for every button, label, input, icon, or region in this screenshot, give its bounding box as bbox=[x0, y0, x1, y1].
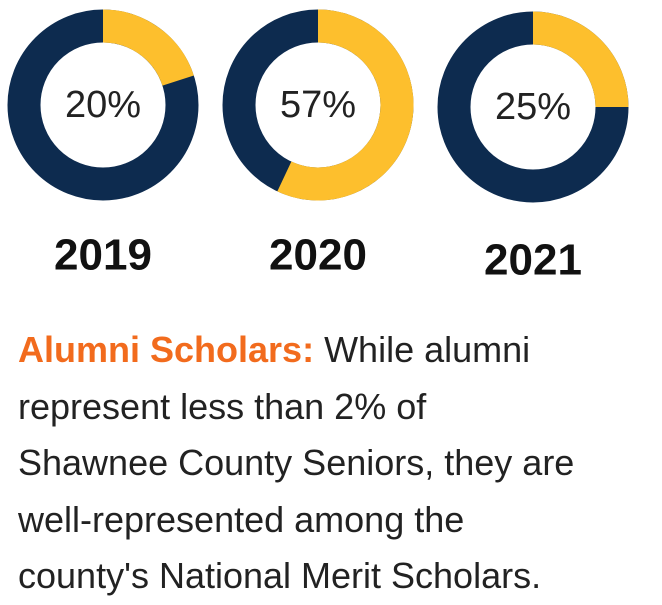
value-label: 57% bbox=[280, 84, 356, 126]
donut-charts: 20% 2019 57% 2020 25% 2021 bbox=[7, 9, 629, 285]
caption-line: well-represented among the bbox=[18, 492, 574, 549]
caption: Alumni Scholars: While alumni represent l… bbox=[18, 322, 574, 605]
caption-text: represent less than 2% of bbox=[18, 385, 427, 427]
caption-text: well-represented among the bbox=[18, 498, 465, 540]
caption-line: Alumni Scholars: While alumni bbox=[18, 322, 574, 379]
caption-line: county's National Merit Scholars. bbox=[18, 548, 574, 605]
caption-text: Shawnee County Seniors, they are bbox=[18, 442, 575, 483]
caption-line: Shawnee County Seniors, they are bbox=[18, 435, 574, 492]
year-label: 2019 bbox=[54, 231, 152, 280]
value-label: 20% bbox=[65, 84, 141, 126]
caption-lead: Alumni Scholars: bbox=[18, 329, 315, 370]
donut-segment bbox=[277, 9, 414, 201]
caption-text: county's National Merit Scholars. bbox=[18, 555, 542, 596]
caption-text: While alumni bbox=[324, 329, 531, 370]
donut-segment bbox=[102, 9, 194, 87]
caption-line: represent less than 2% of bbox=[18, 379, 574, 436]
year-label: 2021 bbox=[484, 236, 582, 285]
donut-segment bbox=[532, 11, 629, 108]
year-label: 2020 bbox=[269, 231, 367, 280]
value-label: 25% bbox=[495, 86, 571, 128]
